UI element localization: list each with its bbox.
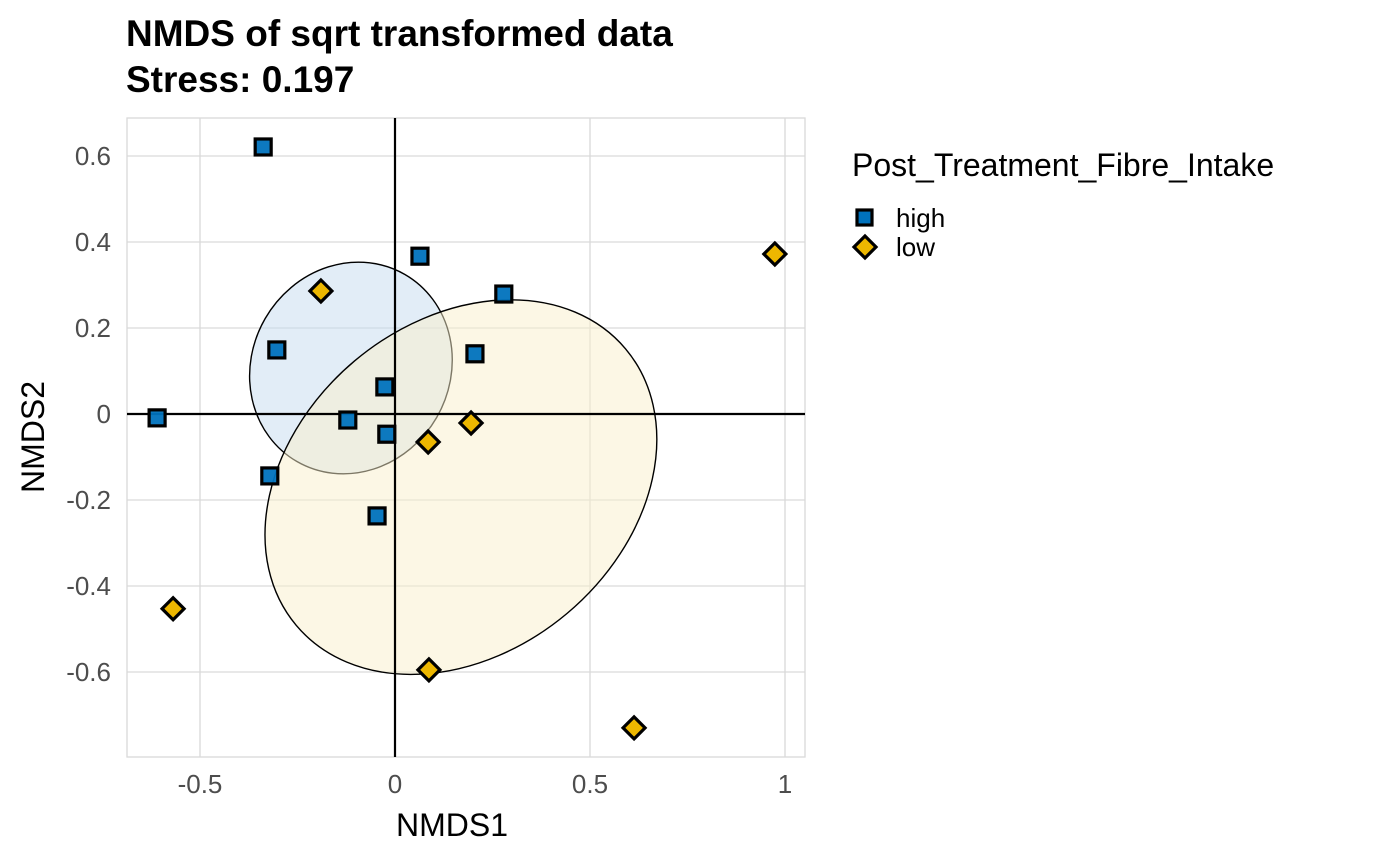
confidence-ellipses (248, 261, 658, 676)
x-tick-label: 0 (388, 769, 402, 799)
y-tick-label: 0 (97, 399, 111, 429)
y-tick-label: 0.4 (75, 227, 111, 257)
chart-title: NMDS of sqrt transformed data (126, 13, 673, 54)
y-tick-label: -0.6 (66, 657, 111, 687)
point-low (415, 656, 443, 684)
point-low (620, 714, 648, 742)
y-tick-label: 0.6 (75, 141, 111, 171)
y-tick-label: 0.2 (75, 313, 111, 343)
data-points (147, 137, 789, 742)
point-high (375, 377, 395, 397)
x-tick-label: 1 (778, 769, 792, 799)
legend-square-icon (855, 208, 874, 227)
panel-border (126, 117, 806, 758)
point-high (465, 344, 485, 364)
point-high (338, 410, 358, 430)
point-high (494, 284, 514, 304)
legend-item-low: low (851, 232, 935, 262)
y-axis-title: NMDS2 (15, 381, 51, 493)
legend-label-high: high (896, 203, 945, 233)
point-high (377, 424, 397, 444)
x-tick-label: -0.5 (178, 769, 223, 799)
x-axis-ticks: -0.5 0 0.5 1 (178, 769, 793, 799)
legend-label-low: low (896, 232, 935, 262)
legend-diamond-icon (851, 233, 879, 261)
legend-item-high: high (855, 203, 945, 233)
point-high (260, 466, 280, 486)
point-high (367, 506, 387, 526)
ellipse-low (264, 299, 658, 676)
point-high (147, 408, 167, 428)
y-axis-ticks: -0.6 -0.4 -0.2 0 0.2 0.4 0.6 (66, 141, 111, 687)
point-low (761, 240, 789, 268)
chart-subtitle: Stress: 0.197 (126, 59, 354, 100)
point-low (457, 409, 485, 437)
point-low (159, 595, 187, 623)
point-low (414, 428, 442, 456)
x-tick-label: 0.5 (572, 769, 608, 799)
point-high (410, 246, 430, 266)
point-low (307, 277, 335, 305)
point-high (267, 340, 287, 360)
x-axis-title: NMDS1 (396, 807, 508, 843)
legend-title: Post_Treatment_Fibre_Intake (852, 147, 1274, 183)
legend: Post_Treatment_Fibre_Intake high low (851, 147, 1274, 262)
y-tick-label: -0.4 (66, 571, 111, 601)
point-high (253, 137, 273, 157)
y-tick-label: -0.2 (66, 485, 111, 515)
